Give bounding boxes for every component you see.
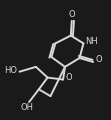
Text: O: O [65,73,72,82]
Text: OH: OH [21,103,34,112]
Text: O: O [68,10,75,19]
Text: HO: HO [5,66,18,75]
Text: O: O [95,55,102,65]
Text: NH: NH [85,37,98,46]
